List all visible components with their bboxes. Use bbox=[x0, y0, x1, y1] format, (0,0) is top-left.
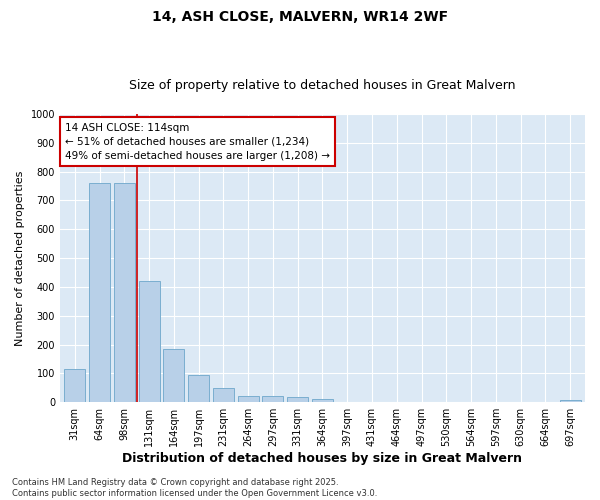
Bar bbox=[287, 397, 308, 402]
Bar bbox=[188, 375, 209, 402]
Bar bbox=[213, 388, 234, 402]
Bar bbox=[163, 349, 184, 402]
Bar bbox=[89, 183, 110, 402]
Bar bbox=[238, 396, 259, 402]
Y-axis label: Number of detached properties: Number of detached properties bbox=[15, 170, 25, 346]
Text: Contains HM Land Registry data © Crown copyright and database right 2025.
Contai: Contains HM Land Registry data © Crown c… bbox=[12, 478, 377, 498]
Bar bbox=[114, 183, 135, 402]
Text: 14 ASH CLOSE: 114sqm
← 51% of detached houses are smaller (1,234)
49% of semi-de: 14 ASH CLOSE: 114sqm ← 51% of detached h… bbox=[65, 122, 330, 160]
Bar bbox=[560, 400, 581, 402]
Bar bbox=[262, 396, 283, 402]
X-axis label: Distribution of detached houses by size in Great Malvern: Distribution of detached houses by size … bbox=[122, 452, 523, 465]
Bar bbox=[64, 369, 85, 402]
Bar bbox=[139, 281, 160, 402]
Text: 14, ASH CLOSE, MALVERN, WR14 2WF: 14, ASH CLOSE, MALVERN, WR14 2WF bbox=[152, 10, 448, 24]
Bar bbox=[312, 398, 333, 402]
Title: Size of property relative to detached houses in Great Malvern: Size of property relative to detached ho… bbox=[129, 79, 516, 92]
